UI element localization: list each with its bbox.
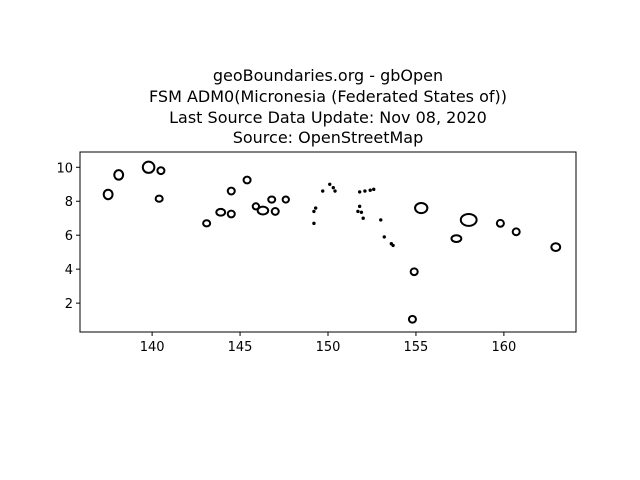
islet-mark-12 [359, 210, 364, 214]
island-outline-17 [459, 212, 478, 227]
island-outline-13 [270, 207, 280, 216]
island-outline-9 [242, 175, 252, 185]
islet-mark-5 [313, 206, 318, 210]
islet-mark-6 [312, 221, 316, 226]
island-outline-7 [226, 209, 236, 219]
island-outline-18 [495, 218, 505, 228]
islet-mark-1 [328, 182, 332, 186]
island-outline-4 [154, 194, 164, 203]
island-outline-2 [141, 160, 156, 174]
island-outline-20 [550, 242, 562, 253]
islet-mark-11 [356, 209, 360, 214]
x-tick-label-4: 160 [491, 340, 516, 355]
island-outline-3 [156, 166, 166, 176]
x-tick-label-1: 145 [228, 340, 253, 355]
islet-mark-7 [357, 190, 362, 194]
title-line-4: Source: OpenStreetMap [233, 128, 424, 147]
islet-mark-0 [321, 189, 325, 193]
y-tick-label-0: 2 [65, 297, 73, 312]
islet-mark-16 [382, 235, 386, 239]
islet-mark-2 [331, 185, 335, 190]
title-line-1: geoBoundaries.org - gbOpen [213, 66, 443, 85]
x-axis: 140 145 150 155 160 [140, 332, 516, 355]
islet-mark-18 [391, 243, 395, 248]
y-tick-label-3: 8 [65, 195, 73, 210]
islet-mark-3 [333, 189, 337, 193]
island-outline-22 [407, 314, 417, 324]
islet-mark-10 [372, 187, 376, 192]
island-outline-0 [102, 188, 114, 201]
islet-mark-15 [379, 218, 383, 222]
title: geoBoundaries.org - gbOpen FSM ADM0(Micr… [149, 66, 507, 147]
x-tick-label-0: 140 [140, 340, 165, 355]
islet-mark-4 [312, 209, 316, 214]
island-outline-19 [511, 227, 521, 237]
island-outline-16 [450, 234, 463, 244]
y-tick-label-1: 4 [65, 263, 73, 278]
y-tick-label-2: 6 [65, 229, 73, 244]
island-outline-6 [215, 207, 227, 217]
plot-area [102, 160, 562, 324]
island-outline-15 [414, 201, 429, 215]
island-outline-12 [267, 195, 277, 204]
islet-mark-14 [361, 216, 365, 220]
islet-mark-9 [368, 188, 372, 192]
island-outline-1 [113, 169, 125, 181]
islet-mark-13 [357, 204, 362, 209]
island-outline-11 [256, 205, 270, 216]
island-outline-5 [202, 219, 212, 228]
y-tick-label-4: 10 [56, 161, 73, 176]
x-tick-label-2: 150 [316, 340, 341, 355]
island-outline-21 [409, 267, 419, 277]
axes-frame [79, 151, 577, 333]
y-axis: 2 4 6 8 10 [56, 161, 80, 312]
x-tick-label-3: 155 [404, 340, 429, 355]
title-line-3: Last Source Data Update: Nov 08, 2020 [169, 108, 487, 127]
island-outline-8 [226, 186, 236, 196]
title-line-2: FSM ADM0(Micronesia (Federated States of… [149, 87, 507, 106]
island-outline-14 [281, 195, 290, 204]
island-outline-10 [251, 202, 261, 211]
islet-mark-8 [363, 189, 367, 193]
